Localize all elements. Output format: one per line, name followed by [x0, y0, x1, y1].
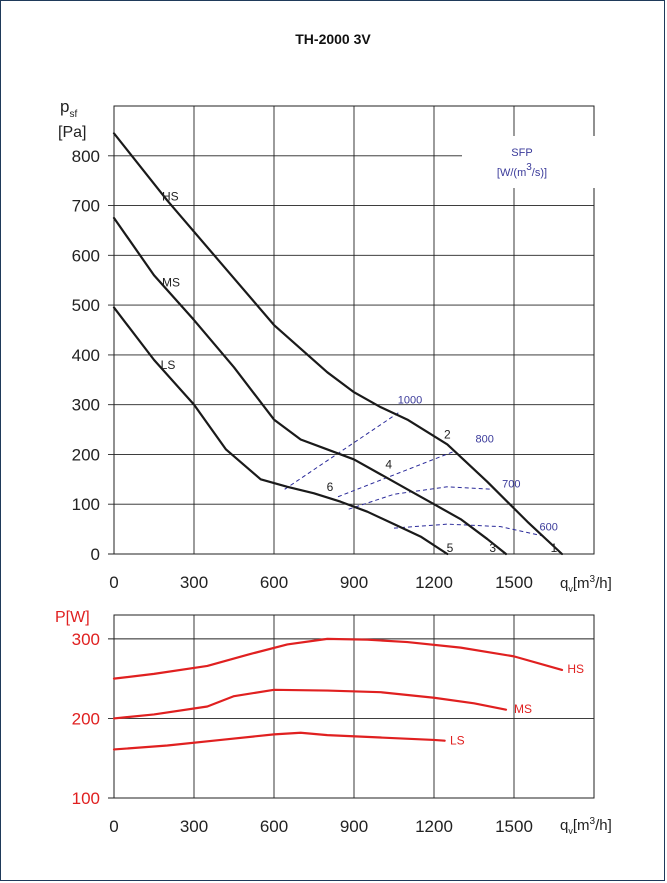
series-line-hs [112, 132, 564, 556]
airflow-axis-label-lower: qv[m3/h] [560, 816, 612, 836]
pressure-grid [108, 105, 595, 555]
pressure-axis-label: psf [60, 97, 77, 120]
sfp-line-800 [337, 451, 453, 498]
x-tick-label: 900 [340, 817, 368, 836]
sfp-unit: [W/(m3/s)] [497, 162, 547, 179]
airflow-axis-label-upper: qv[m3/h] [560, 574, 612, 594]
power-chart: HS MS LS 0 300 600 900 1200 1500 100 200 300 P[W]… [55, 609, 612, 836]
chart-title: TH-2000 3V [295, 31, 371, 47]
series-line-hs [112, 637, 564, 680]
sfp-line-label: 1000 [398, 395, 422, 407]
x-tick-label: 600 [260, 817, 288, 836]
series-line-ls [112, 306, 449, 556]
operating-point-labels: 1 2 3 4 5 6 [327, 428, 558, 555]
sfp-line-600 [393, 523, 547, 538]
y-tick-label: 200 [72, 445, 100, 464]
y-tick-label: 600 [72, 246, 100, 265]
pressure-axis-unit: [Pa] [58, 124, 86, 141]
y-tick-label: 100 [72, 495, 100, 514]
operating-point-6: 6 [327, 480, 334, 494]
y-tick-label: 700 [72, 197, 100, 216]
y-tick-label: 300 [72, 396, 100, 415]
y-tick-label: 500 [72, 296, 100, 315]
power-axis-label: P[W] [55, 609, 90, 626]
y-tick-label: 800 [72, 147, 100, 166]
y-tick-label: 0 [91, 545, 100, 564]
pressure-curve-labels: HS MS LS [161, 190, 180, 372]
operating-point-5: 5 [447, 541, 454, 555]
operating-point-4: 4 [385, 457, 392, 471]
sfp-line-label: 600 [539, 522, 557, 534]
pressure-y-ticks: 0 100 200 300 400 500 600 700 800 [72, 147, 100, 564]
operating-point-2: 2 [444, 428, 451, 442]
sfp-legend-box: SFP [W/(m3/s)] [462, 136, 598, 188]
power-y-ticks: 100 200 300 [72, 630, 100, 808]
pressure-x-ticks: 0 300 600 900 1200 1500 [109, 573, 533, 592]
series-line-ms [112, 216, 508, 556]
power-x-ticks: 0 300 600 900 1200 1500 [109, 817, 533, 836]
x-tick-label: 300 [180, 573, 208, 592]
power-grid [108, 614, 595, 799]
sfp-line-700 [348, 486, 493, 510]
x-tick-label: 1200 [415, 817, 453, 836]
x-tick-label: 1200 [415, 573, 453, 592]
operating-point-1: 1 [551, 541, 558, 555]
pressure-curves [112, 132, 564, 556]
series-line-ls [112, 731, 446, 751]
y-tick-label: 100 [72, 789, 100, 808]
x-tick-label: 0 [109, 573, 118, 592]
series-label-hs: HS [162, 190, 179, 204]
x-tick-label: 600 [260, 573, 288, 592]
operating-point-3: 3 [489, 541, 496, 555]
sfp-lines: 1000 800 700 600 [284, 395, 558, 538]
power-curves [112, 637, 564, 751]
x-tick-label: 0 [109, 817, 118, 836]
x-tick-label: 300 [180, 817, 208, 836]
power-curve-labels: HS MS LS [450, 662, 584, 748]
series-line-ms [112, 688, 508, 720]
y-tick-label: 200 [72, 709, 100, 728]
series-label-ls: LS [450, 734, 465, 748]
y-tick-label: 300 [72, 630, 100, 649]
sfp-line-label: 800 [475, 434, 493, 446]
x-tick-label: 1500 [495, 573, 533, 592]
series-label-ms: MS [514, 702, 532, 716]
sfp-line-1000 [284, 411, 400, 490]
series-label-ls: LS [161, 358, 176, 372]
sfp-line-label: 700 [502, 478, 520, 490]
x-tick-label: 900 [340, 573, 368, 592]
series-label-ms: MS [162, 276, 180, 290]
series-label-hs: HS [567, 662, 584, 676]
x-tick-label: 1500 [495, 817, 533, 836]
y-tick-label: 400 [72, 346, 100, 365]
sfp-title: SFP [511, 147, 532, 159]
